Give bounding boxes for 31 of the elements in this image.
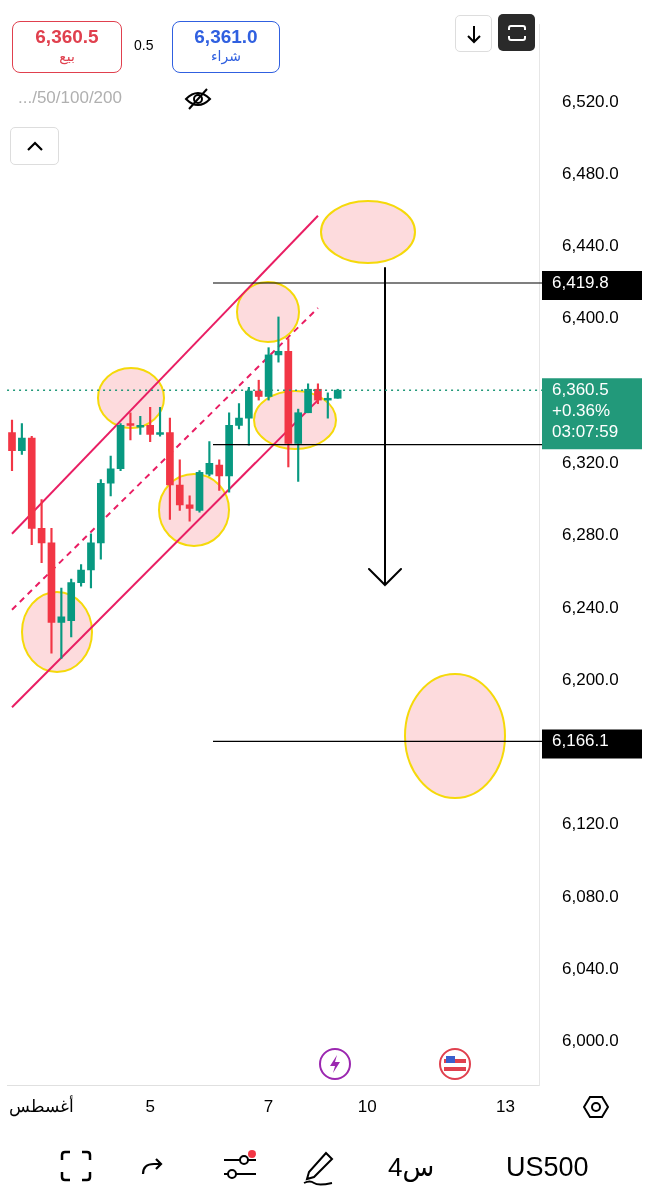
y-tick-label: 6,320.0 <box>562 453 619 473</box>
annotation: ... <box>18 88 33 107</box>
y-tick-label: 6,400.0 <box>562 308 619 328</box>
annotation: /50/100/200 <box>32 88 122 107</box>
x-tick-label: 10 <box>357 1096 377 1116</box>
annotation: 6,360.5 <box>34 26 100 48</box>
annotation: شراء <box>210 48 242 64</box>
text: US500 <box>506 1152 589 1183</box>
y-tick-label: 6,120.0 <box>562 814 619 834</box>
y-tick-label: 6,440.0 <box>562 236 619 256</box>
x-tick-label: 13 <box>496 1096 515 1116</box>
x-tick-label: 7 <box>263 1096 274 1116</box>
text: 03:07:59 <box>552 421 619 441</box>
y-tick-label: 6,040.0 <box>562 959 619 979</box>
x-tick-label: أغسطس <box>9 1094 75 1117</box>
y-tick-label: 6,240.0 <box>562 597 619 617</box>
y-tick-label: 6,280.0 <box>562 525 619 545</box>
annotation: 6,361.0 <box>193 26 259 48</box>
annotation: بيع <box>58 48 76 64</box>
y-tick-label: 6,000.0 <box>562 1031 619 1051</box>
x-tick-label: 5 <box>145 1096 155 1116</box>
ref-line-label: 6,166.1 <box>552 731 609 751</box>
ref-line-label: 6,360.5 <box>552 379 609 399</box>
text: 4س <box>388 1152 435 1183</box>
ref-line-label: 6,419.8 <box>552 272 609 292</box>
annotation: 0.5 <box>134 37 154 53</box>
y-tick-label: 6,480.0 <box>562 163 619 183</box>
y-tick-label: 6,200.0 <box>562 669 619 689</box>
y-tick-label: 6,520.0 <box>562 91 619 111</box>
y-tick-label: 6,080.0 <box>562 886 619 906</box>
text: +0.36% <box>552 400 611 420</box>
